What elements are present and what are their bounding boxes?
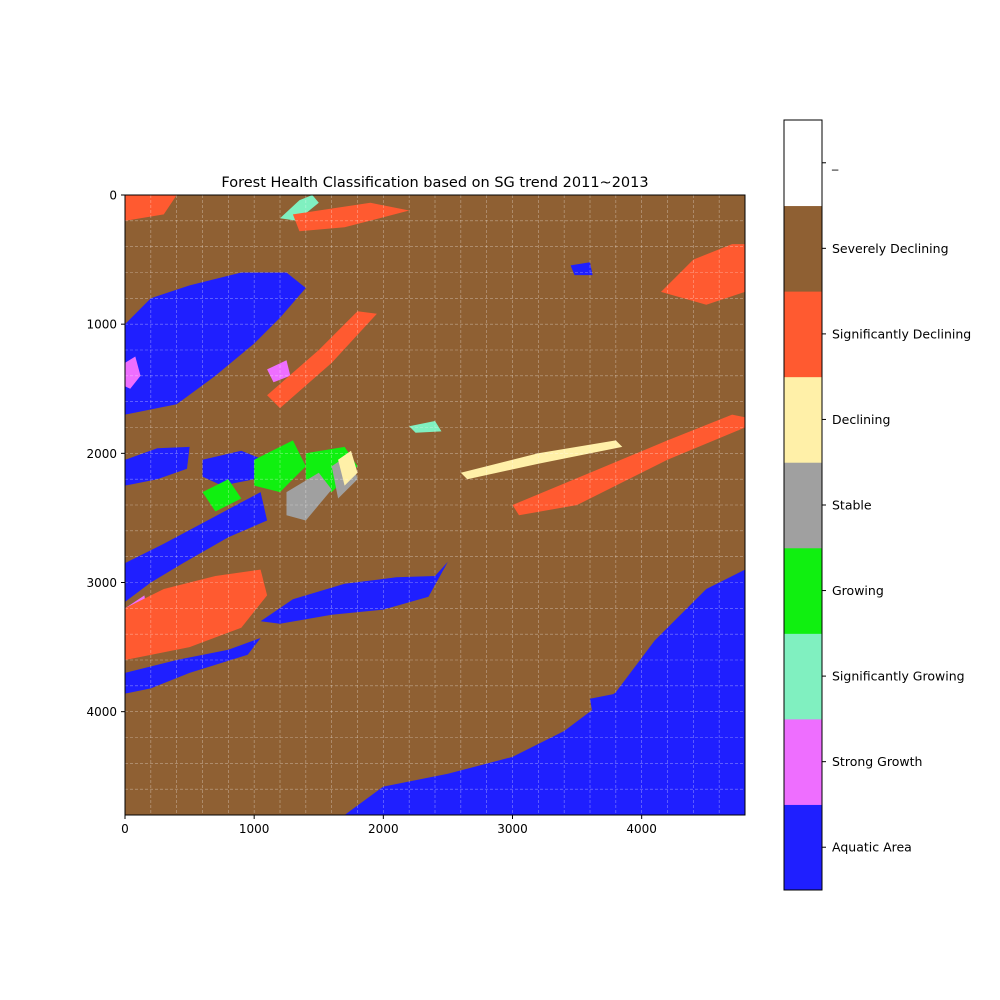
- colorbar: Aquatic Area Strong Growth Significantly G…: [783, 119, 971, 891]
- region-aquatic-area-1: [125, 272, 306, 415]
- region-aquatic-area-2: [260, 561, 448, 624]
- region-significantly-growing-9: [280, 195, 319, 221]
- region-significantly-growing-10: [409, 421, 442, 433]
- region-declining-27: [460, 440, 623, 480]
- region-declining-26: [338, 450, 358, 486]
- map-plot-area: 0 1000 2000 3000 4000 0 1000 2000 3000 4000: [86, 189, 746, 836]
- colorbar-label: Significantly Declining: [832, 326, 971, 341]
- y-tick-label: 4000: [86, 705, 117, 719]
- x-tick-label: 0: [121, 822, 129, 836]
- x-tick-label: 2000: [368, 822, 399, 836]
- colorbar-segment: [784, 462, 822, 549]
- region-significantly-declining-23: [292, 202, 410, 232]
- x-tick-label: 1000: [239, 822, 270, 836]
- region-significantly-declining-21: [267, 311, 377, 409]
- colorbar-label: Stable: [832, 498, 872, 513]
- x-tick-label: 3000: [497, 822, 528, 836]
- y-tick-label: 2000: [86, 447, 117, 461]
- y-axis: 0 1000 2000 3000 4000: [86, 189, 125, 719]
- colorbar-label: Growing: [832, 583, 884, 598]
- axes-frame: [124, 194, 746, 816]
- colorbar-label: Declining: [832, 412, 890, 427]
- class-regions: [125, 195, 745, 815]
- region-stable-15: [286, 472, 332, 521]
- chart-title: Forest Health Classification based on SG…: [221, 175, 648, 191]
- region-aquatic-area-0: [344, 569, 745, 815]
- gridlines: [125, 195, 745, 815]
- colorbar-label: Severely Declining: [832, 241, 949, 256]
- y-tick-label: 3000: [86, 576, 117, 590]
- colorbar-segment: [784, 547, 822, 634]
- region-aquatic-area-8: [590, 693, 618, 715]
- y-tick-label: 0: [109, 189, 117, 203]
- region-strong-growth-19: [267, 360, 291, 383]
- colorbar-label: Strong Growth: [832, 754, 922, 769]
- colorbar-label: Significantly Growing: [832, 669, 965, 684]
- region-aquatic-area-7: [570, 262, 593, 276]
- colorbar-segment: [784, 804, 822, 891]
- region-strong-growth-17: [125, 356, 141, 389]
- x-axis: 0 1000 2000 3000 4000: [121, 815, 657, 836]
- region-growing-13: [202, 479, 242, 512]
- region-significantly-declining-24: [512, 414, 745, 516]
- colorbar-segment: [784, 205, 822, 292]
- y-tick-label: 1000: [86, 318, 117, 332]
- region-significantly-declining-22: [661, 244, 745, 305]
- colorbar-label: Aquatic Area: [832, 840, 912, 855]
- colorbar-segment: [784, 291, 822, 378]
- region-significantly-declining-20: [125, 569, 268, 660]
- colorbar-segment: [784, 718, 822, 805]
- region-aquatic-area-4: [125, 492, 268, 602]
- colorbar-segment: [784, 376, 822, 463]
- region-aquatic-area-3: [125, 446, 190, 486]
- colorbar-segment: [784, 120, 822, 207]
- region-aquatic-area-5: [125, 638, 261, 694]
- region-growing-12: [254, 440, 306, 493]
- x-tick-label: 4000: [626, 822, 657, 836]
- region-aquatic-area-6: [202, 450, 268, 486]
- colorbar-label: _: [831, 155, 839, 170]
- region-significantly-declining-25: [125, 195, 177, 221]
- colorbar-segment: [784, 633, 822, 720]
